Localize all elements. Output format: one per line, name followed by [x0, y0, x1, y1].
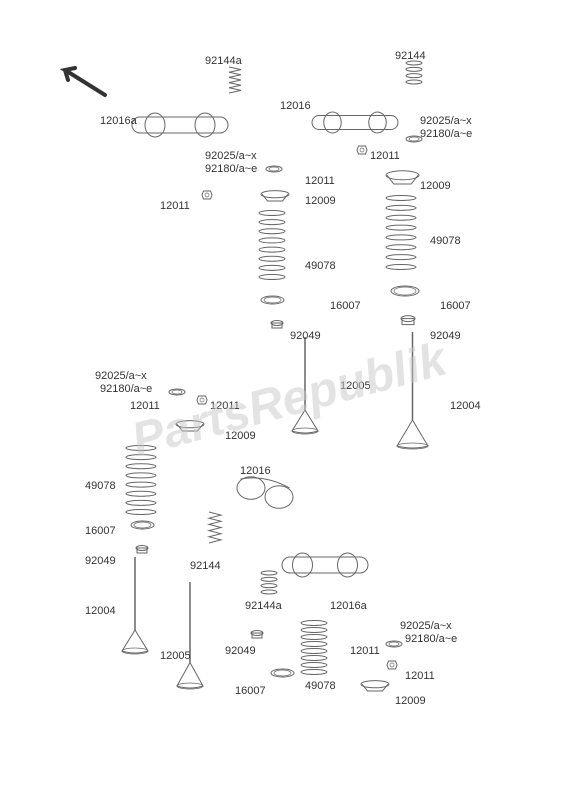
part-label: 16007: [440, 300, 471, 312]
part-label: 16007: [235, 685, 266, 697]
part-label: 12009: [420, 180, 451, 192]
part-label: 12004: [450, 400, 481, 412]
part-label: 92049: [85, 555, 116, 567]
part-label: 92025/a~x: [400, 620, 452, 632]
part-label: 12005: [160, 650, 191, 662]
part-nut: [200, 190, 214, 200]
part-label: 12011: [350, 645, 380, 657]
part-label: 92180/a~e: [100, 383, 152, 395]
part-valve: [290, 335, 320, 435]
part-spring-large: [385, 195, 417, 270]
part-nut: [355, 145, 369, 155]
part-nut: [195, 395, 209, 405]
part-label: 92144: [190, 560, 221, 572]
part-spring-large: [125, 445, 157, 515]
part-label: 92180/a~e: [205, 163, 257, 175]
part-label: 92025/a~x: [205, 150, 257, 162]
part-spacer-ring: [168, 388, 186, 396]
part-spring-large: [300, 620, 328, 675]
part-label: 12011: [370, 150, 400, 162]
part-label: 12016a: [100, 115, 137, 127]
part-label: 12016: [240, 465, 271, 477]
part-ring: [260, 295, 285, 305]
part-valve: [120, 555, 150, 655]
part-label: 12011: [305, 175, 335, 187]
part-nut: [385, 660, 399, 670]
part-label: 92049: [225, 645, 256, 657]
part-rocker-shaft: [130, 105, 230, 145]
part-label: 12011: [130, 400, 160, 412]
part-label: 12011: [405, 670, 435, 682]
part-label: 92049: [290, 330, 321, 342]
part-label: 49078: [305, 680, 336, 692]
part-spring-small-coil: [405, 60, 423, 85]
part-label: 12009: [395, 695, 426, 707]
part-ring: [270, 668, 295, 678]
part-seal: [270, 320, 284, 330]
part-valve: [175, 580, 205, 690]
part-label: 16007: [85, 525, 116, 537]
part-retainer: [360, 680, 390, 692]
part-rocker-shaft: [280, 545, 370, 585]
part-ring: [390, 285, 420, 297]
parts-diagram: 92144a9214412016a1201692025/a~x92180/a~e…: [0, 0, 578, 800]
part-label: 49078: [305, 260, 336, 272]
part-spring-small: [205, 510, 225, 545]
part-label: 49078: [85, 480, 116, 492]
part-retainer: [260, 190, 290, 202]
part-label: 12011: [160, 200, 190, 212]
part-label: 12011: [210, 400, 240, 412]
part-label: 16007: [330, 300, 361, 312]
part-label: 92025/a~x: [95, 370, 147, 382]
part-retainer: [385, 170, 420, 185]
orientation-arrow: [60, 60, 110, 100]
part-label: 12016: [280, 100, 311, 112]
part-label: 92144a: [205, 55, 242, 67]
part-label: 92180/a~e: [405, 633, 457, 645]
part-seal: [250, 630, 264, 640]
part-spring-small: [225, 65, 245, 95]
part-spring-small-coil: [260, 570, 278, 595]
part-label: 12004: [85, 605, 116, 617]
part-label: 12016a: [330, 600, 367, 612]
part-label: 49078: [430, 235, 461, 247]
part-label: 92144: [395, 50, 426, 62]
part-label: 92180/a~e: [420, 128, 472, 140]
part-spring-large: [258, 210, 286, 280]
part-seal: [400, 315, 416, 327]
part-label: 12009: [305, 195, 336, 207]
part-spacer-ring: [265, 165, 283, 173]
part-label: 12009: [225, 430, 256, 442]
part-seal: [135, 545, 149, 555]
part-label: 92025/a~x: [420, 115, 472, 127]
part-valve: [395, 330, 430, 450]
part-label: 92144a: [245, 600, 282, 612]
part-ring: [130, 520, 155, 530]
part-spacer-ring: [385, 640, 403, 648]
part-label: 92049: [430, 330, 461, 342]
part-retainer: [175, 420, 205, 432]
part-label: 12005: [340, 380, 371, 392]
part-rocker-shaft: [310, 105, 400, 140]
